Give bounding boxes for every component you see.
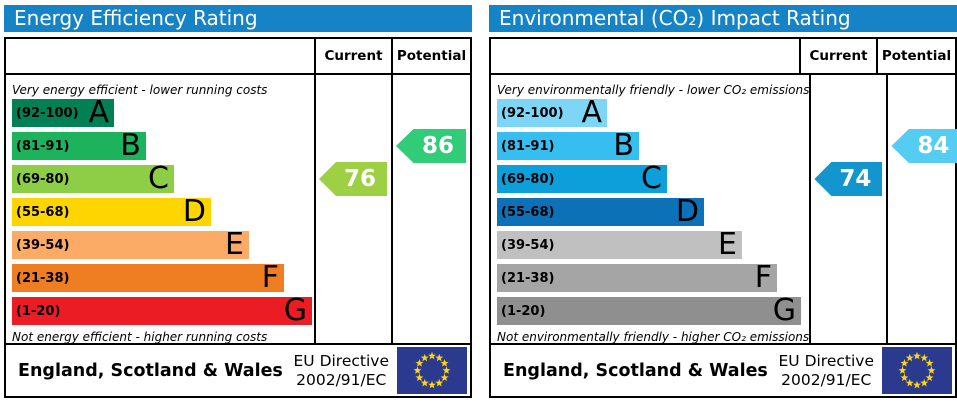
band-range-label: (92-100) bbox=[16, 105, 79, 121]
band-letter: F bbox=[261, 260, 279, 295]
band-range-label: (21-38) bbox=[16, 270, 70, 286]
chart-title: Environmental (CO₂) Impact Rating bbox=[489, 5, 957, 32]
band-range-label: (21-38) bbox=[501, 270, 555, 286]
band-letter: B bbox=[120, 128, 141, 163]
bands-cell: Very energy efficient - lower running co… bbox=[6, 75, 314, 344]
eu-directive-line2: 2002/91/EC bbox=[296, 370, 387, 389]
band-d: (55-68) D bbox=[497, 194, 704, 229]
potential-rating-arrow: 86 bbox=[396, 129, 466, 163]
current-column-header: Current bbox=[314, 39, 391, 73]
band-letter: D bbox=[182, 194, 206, 229]
current-rating-value: 76 bbox=[343, 166, 376, 192]
band-letter: A bbox=[88, 95, 109, 130]
potential-rating-arrow: 84 bbox=[891, 129, 957, 163]
band-g: (1-20) G bbox=[497, 293, 801, 328]
energy-efficiency-chart: Energy Efficiency Rating Current Potenti… bbox=[4, 5, 472, 404]
current-column-header: Current bbox=[799, 39, 876, 73]
band-range-label: (55-68) bbox=[501, 204, 555, 220]
band-a: (92-100) A bbox=[12, 95, 114, 130]
chart-footer: England, Scotland & Wales EU Directive 2… bbox=[489, 343, 957, 398]
band-range-label: (69-80) bbox=[501, 171, 555, 187]
rating-table: Current Potential Very energy efficient … bbox=[4, 37, 472, 345]
potential-rating-cell: 84 bbox=[886, 75, 957, 343]
band-d: (55-68) D bbox=[12, 194, 211, 229]
header-spacer-cell bbox=[491, 39, 799, 73]
band-letter: F bbox=[754, 260, 772, 295]
band-letter: G bbox=[283, 293, 307, 328]
region-label: England, Scotland & Wales bbox=[503, 360, 768, 381]
eu-directive-line1: EU Directive bbox=[778, 352, 875, 371]
co2-impact-chart: Environmental (CO₂) Impact Rating Curren… bbox=[489, 5, 957, 404]
top-note: Very environmentally friendly - lower CO… bbox=[497, 83, 810, 97]
band-letter: E bbox=[718, 227, 737, 262]
band-f: (21-38) F bbox=[497, 260, 777, 295]
table-header-row: Current Potential bbox=[6, 39, 470, 75]
bottom-note: Not energy efficient - higher running co… bbox=[12, 330, 268, 344]
band-g: (1-20) G bbox=[12, 293, 312, 328]
rating-table: Current Potential Very environmentally f… bbox=[489, 37, 957, 345]
band-range-label: (39-54) bbox=[501, 237, 555, 253]
chart-footer: England, Scotland & Wales EU Directive 2… bbox=[4, 343, 472, 398]
band-letter: G bbox=[772, 293, 796, 328]
band-f: (21-38) F bbox=[12, 260, 284, 295]
table-body-row: Very energy efficient - lower running co… bbox=[6, 75, 470, 344]
eu-flag-icon bbox=[397, 347, 467, 394]
band-letter: E bbox=[225, 227, 244, 262]
chart-title: Energy Efficiency Rating bbox=[4, 5, 472, 32]
current-rating-cell: 74 bbox=[809, 75, 886, 343]
bands-cell: Very environmentally friendly - lower CO… bbox=[491, 75, 810, 344]
band-b: (81-91) B bbox=[12, 128, 146, 163]
band-range-label: (92-100) bbox=[501, 105, 564, 121]
band-e: (39-54) E bbox=[497, 227, 742, 262]
header-spacer-cell bbox=[6, 39, 314, 73]
eu-directive-line1: EU Directive bbox=[293, 352, 390, 371]
potential-column-header: Potential bbox=[876, 39, 955, 73]
band-range-label: (1-20) bbox=[501, 303, 546, 319]
current-rating-value: 74 bbox=[839, 166, 872, 192]
band-letter: D bbox=[675, 194, 699, 229]
band-range-label: (81-91) bbox=[16, 138, 70, 154]
top-note: Very energy efficient - lower running co… bbox=[12, 83, 268, 97]
band-range-label: (55-68) bbox=[16, 204, 70, 220]
rating-bands: (92-100) A (81-91) B (69-80) C (55-68) D (39-54)… bbox=[497, 95, 809, 328]
eu-directive-label: EU Directive 2002/91/EC bbox=[294, 352, 390, 389]
region-label: England, Scotland & Wales bbox=[18, 360, 283, 381]
band-letter: C bbox=[641, 161, 662, 196]
potential-column-header: Potential bbox=[391, 39, 470, 73]
table-body-row: Very environmentally friendly - lower CO… bbox=[491, 75, 957, 344]
band-range-label: (69-80) bbox=[16, 171, 70, 187]
table-header-row: Current Potential bbox=[491, 39, 955, 75]
band-a: (92-100) A bbox=[497, 95, 607, 130]
band-range-label: (1-20) bbox=[16, 303, 61, 319]
current-rating-cell: 76 bbox=[314, 75, 391, 343]
band-c: (69-80) C bbox=[497, 161, 667, 196]
potential-rating-cell: 86 bbox=[391, 75, 470, 343]
band-letter: B bbox=[613, 128, 634, 163]
eu-directive-line2: 2002/91/EC bbox=[781, 370, 872, 389]
bottom-note: Not environmentally friendly - higher CO… bbox=[497, 330, 810, 344]
band-c: (69-80) C bbox=[12, 161, 174, 196]
band-range-label: (81-91) bbox=[501, 138, 555, 154]
band-e: (39-54) E bbox=[12, 227, 249, 262]
band-b: (81-91) B bbox=[497, 128, 639, 163]
eu-flag-icon bbox=[882, 347, 952, 394]
eu-directive-label: EU Directive 2002/91/EC bbox=[779, 352, 875, 389]
rating-bands: (92-100) A (81-91) B (69-80) C (55-68) D (39-54)… bbox=[12, 95, 314, 328]
potential-rating-value: 84 bbox=[917, 133, 950, 159]
current-rating-arrow: 74 bbox=[814, 162, 883, 196]
current-rating-arrow: 76 bbox=[319, 162, 387, 196]
band-range-label: (39-54) bbox=[16, 237, 70, 253]
potential-rating-value: 86 bbox=[421, 133, 454, 159]
band-letter: C bbox=[148, 161, 169, 196]
band-letter: A bbox=[581, 95, 602, 130]
